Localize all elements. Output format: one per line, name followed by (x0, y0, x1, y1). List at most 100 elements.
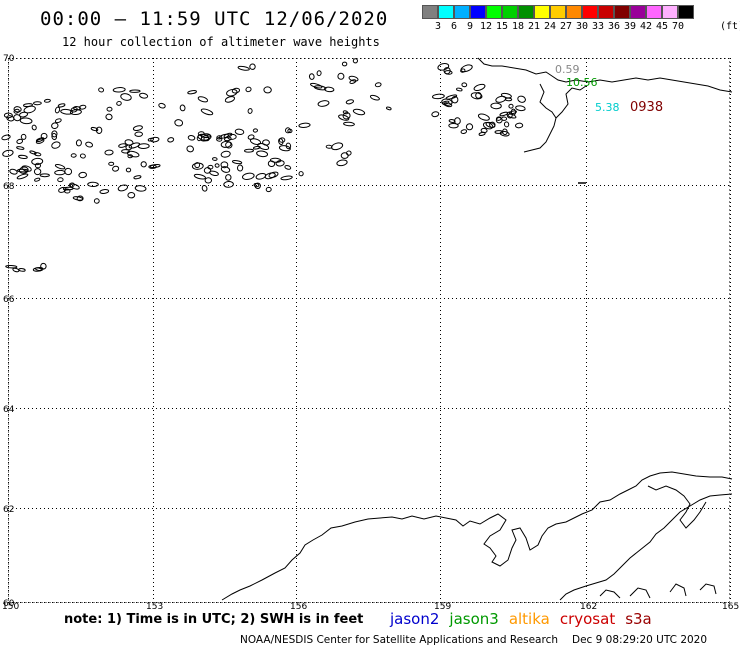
wave-contour (280, 175, 293, 181)
wave-contour (461, 82, 468, 88)
wave-contour (23, 103, 33, 108)
wave-contour (129, 89, 141, 93)
legend-label: 9 (466, 21, 474, 32)
map-title: 00:00 – 11:59 UTC 12/06/2020 (40, 8, 389, 30)
wave-contour (5, 264, 18, 269)
legend-label: 18 (511, 21, 525, 32)
wave-contour (105, 113, 113, 121)
legend-swatch (582, 5, 598, 19)
wave-contour (90, 126, 99, 132)
wave-contour (374, 82, 382, 88)
wave-contour (43, 98, 51, 103)
wave-contour (116, 100, 122, 106)
lat-label: 64 (3, 405, 15, 415)
wave-contour (201, 184, 208, 192)
wave-contour (127, 154, 133, 159)
wave-contour (62, 186, 74, 191)
wave-contour (200, 134, 212, 142)
legend-swatch (662, 5, 678, 19)
wave-contour (247, 108, 253, 114)
wave-contour (237, 65, 250, 71)
wave-contour (149, 163, 161, 169)
wave-contour (60, 108, 73, 115)
lon-label: 162 (580, 602, 597, 612)
wave-contour (331, 142, 344, 151)
wave-contour (18, 166, 29, 174)
legend-swatch (438, 5, 454, 19)
wave-contour (501, 116, 508, 121)
reading-0-59: 0.59 (555, 63, 580, 76)
wave-contour (443, 67, 451, 75)
wave-contour (68, 182, 75, 188)
wave-contour (223, 180, 234, 188)
wave-contour (112, 165, 120, 172)
wave-contour (234, 128, 245, 135)
wave-contour (207, 164, 214, 170)
wave-contour (369, 94, 380, 101)
wave-contour (33, 101, 42, 106)
wave-contour (118, 143, 127, 148)
wave-contour (510, 108, 517, 116)
wave-contour (324, 86, 335, 93)
lat-label: 62 (3, 505, 14, 515)
wave-contour (140, 161, 147, 168)
wave-contour (313, 85, 327, 91)
satellite-jason3: jason3 (449, 610, 499, 628)
legend-label: 3 (434, 21, 442, 32)
wave-contour (108, 161, 115, 166)
wave-contour (179, 104, 186, 112)
wave-contour (473, 83, 486, 91)
wave-contour (120, 93, 132, 101)
wave-contour (249, 63, 256, 70)
wave-contour (99, 189, 110, 194)
legend-unit: (ft) (720, 21, 740, 32)
wave-contour (336, 159, 348, 167)
wave-contour (337, 72, 345, 80)
satellite-altika: altika (508, 610, 550, 628)
coastline-alaska-peninsula (221, 471, 733, 601)
wave-contour (349, 79, 357, 84)
wave-contour (134, 131, 143, 137)
wave-contour (508, 103, 514, 109)
wave-contour (267, 160, 276, 168)
wave-contour (263, 86, 272, 94)
wave-contour (51, 122, 59, 130)
wave-contour (495, 95, 507, 103)
wave-contour (78, 104, 87, 110)
wave-contour (245, 86, 252, 93)
wave-contour (174, 119, 184, 127)
wave-contour (348, 75, 359, 82)
wave-contour (78, 171, 87, 179)
wave-contour (200, 108, 214, 116)
longitude-labels: 150 153 156 159 162 165 (2, 602, 739, 612)
wave-contour (197, 131, 205, 136)
legend-swatches (422, 5, 740, 19)
legend-label: 15 (495, 21, 509, 32)
wave-contour (226, 88, 238, 97)
wave-contour (147, 137, 154, 142)
wave-contour (341, 61, 348, 67)
wave-contour (451, 96, 459, 104)
wave-contour (16, 138, 24, 145)
lat-label: 66 (3, 295, 15, 305)
wave-contour (515, 122, 524, 129)
wave-contour (87, 181, 99, 188)
wave-contour (298, 122, 311, 128)
wave-contour (85, 141, 94, 148)
wave-contour (502, 128, 508, 136)
wave-contour (460, 64, 473, 73)
credit-text: NOAA/NESDIS Center for Satellite Applica… (240, 634, 558, 646)
satellite-jason2: jason2 (390, 610, 440, 628)
wave-contour (504, 97, 513, 102)
wave-contour (39, 173, 50, 178)
map-frame (8, 58, 730, 603)
wave-contour (385, 106, 392, 111)
wave-contour (515, 105, 526, 112)
wave-contour (275, 160, 285, 167)
reading-5-38: 5.38 (595, 101, 620, 114)
wave-contour (128, 142, 141, 149)
legend-swatch (422, 5, 438, 19)
wave-contour (343, 121, 355, 127)
